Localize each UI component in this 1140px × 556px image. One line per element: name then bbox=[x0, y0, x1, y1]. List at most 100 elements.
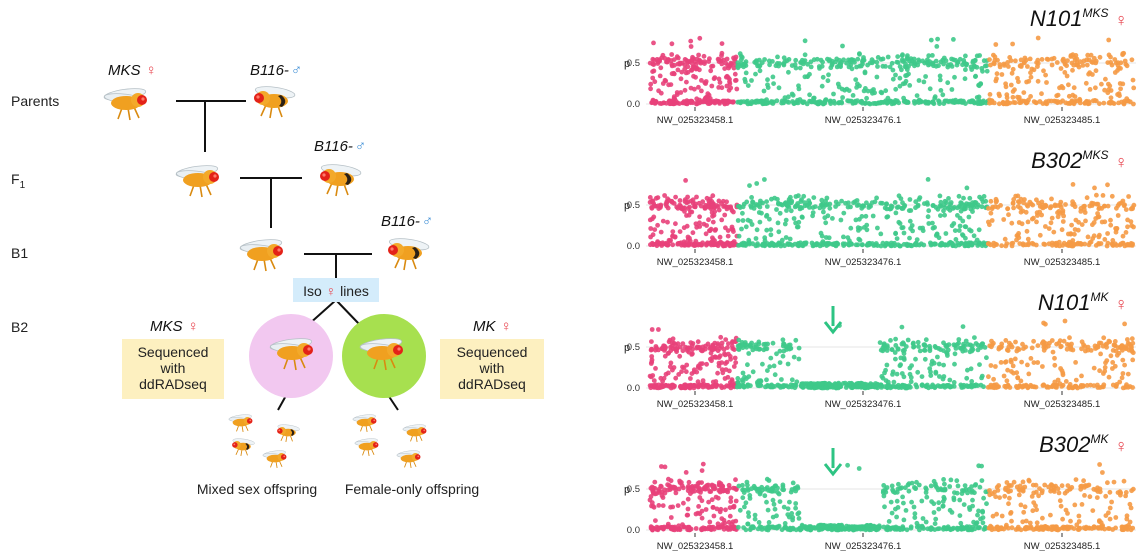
scatter-point bbox=[728, 85, 734, 91]
scatter-point bbox=[781, 341, 787, 347]
scatter-point bbox=[924, 494, 930, 500]
scatter-point bbox=[729, 99, 735, 105]
scatter-point bbox=[1031, 338, 1036, 344]
scatter-point bbox=[1028, 356, 1034, 361]
scatter-point bbox=[689, 209, 695, 215]
scatter-point bbox=[771, 363, 777, 369]
scatter-point bbox=[1089, 59, 1095, 65]
scatter-point bbox=[957, 497, 963, 503]
scatter-point bbox=[822, 99, 828, 104]
scatter-point bbox=[1020, 479, 1026, 485]
scatter-point bbox=[1028, 70, 1033, 76]
scatter-point bbox=[1075, 385, 1080, 391]
scatter-point bbox=[751, 206, 757, 211]
scatter-point bbox=[772, 506, 778, 512]
scatter-point bbox=[1031, 67, 1037, 73]
scatter-point bbox=[912, 515, 918, 520]
scatter-point bbox=[793, 505, 798, 511]
mks-seq-line-2: with bbox=[160, 360, 186, 376]
scatter-point bbox=[852, 59, 857, 65]
scatter-point bbox=[954, 478, 960, 484]
scatter-point bbox=[1003, 243, 1009, 249]
scatter-point bbox=[728, 495, 734, 501]
scatter-point bbox=[681, 365, 687, 371]
scatter-point bbox=[760, 241, 766, 247]
scatter-point bbox=[1122, 362, 1127, 368]
scatter-point bbox=[718, 334, 724, 340]
scatter-point bbox=[1083, 80, 1089, 86]
scatter-point bbox=[1003, 81, 1008, 87]
scatter-point bbox=[836, 100, 842, 106]
scatter-point bbox=[801, 193, 807, 199]
scatter-point bbox=[706, 217, 711, 223]
scatter-point bbox=[776, 201, 781, 207]
scatter-point bbox=[955, 59, 961, 65]
scatter-point bbox=[1063, 507, 1069, 513]
scatter-point bbox=[1061, 56, 1066, 62]
scatter-point bbox=[905, 99, 910, 105]
scatter-point bbox=[889, 101, 895, 107]
scatter-point bbox=[736, 483, 742, 489]
scatter-point bbox=[781, 61, 786, 67]
scatter-point bbox=[1046, 226, 1052, 232]
scatter-point bbox=[726, 65, 731, 71]
scatter-point bbox=[652, 79, 658, 85]
scatter-point bbox=[685, 496, 691, 502]
scatter-point bbox=[799, 382, 804, 388]
scatter-point bbox=[670, 229, 676, 235]
plot-panel-1: p0.50.0NW_025323458.1 NW_025323476.1 NW_02… bbox=[624, 6, 1137, 126]
scatter-point bbox=[923, 485, 929, 491]
scatter-point bbox=[656, 88, 661, 94]
scatter-point bbox=[1087, 203, 1093, 209]
scatter-point bbox=[764, 227, 770, 233]
scatter-point bbox=[672, 234, 678, 240]
scatter-point bbox=[781, 504, 787, 510]
scatter-point bbox=[840, 526, 846, 531]
scatter-point bbox=[675, 503, 681, 508]
scatter-point bbox=[678, 203, 684, 209]
scatter-point bbox=[708, 356, 713, 362]
scatter-point bbox=[1012, 356, 1018, 362]
scatter-point bbox=[705, 101, 711, 106]
scatter-point bbox=[1121, 203, 1127, 209]
scatter-point bbox=[995, 204, 1001, 210]
scatter-point bbox=[723, 361, 728, 366]
scatter-point bbox=[972, 526, 978, 532]
scatter-point bbox=[1087, 240, 1093, 246]
scatter-point bbox=[784, 99, 790, 104]
y-tick-label: 0.0 bbox=[627, 99, 640, 110]
scatter-point bbox=[802, 38, 808, 44]
scatter-point bbox=[735, 203, 741, 209]
scatter-point bbox=[914, 524, 920, 530]
scatter-point bbox=[1021, 509, 1027, 515]
scatter-point bbox=[1018, 196, 1024, 202]
y-axis-label: p bbox=[624, 200, 630, 212]
scatter-point bbox=[923, 519, 929, 525]
scatter-point bbox=[1011, 205, 1016, 211]
scatter-point bbox=[762, 525, 768, 531]
scatter-point bbox=[923, 490, 929, 495]
scatter-point bbox=[722, 376, 728, 381]
scatter-point bbox=[1125, 242, 1131, 248]
fly-b116-male bbox=[253, 83, 297, 119]
scatter-point bbox=[1039, 490, 1045, 496]
scatter-point bbox=[1118, 86, 1123, 92]
scatter-point bbox=[736, 524, 741, 530]
scatter-point bbox=[1119, 343, 1125, 348]
scatter-point bbox=[962, 525, 968, 531]
scatter-point bbox=[667, 487, 673, 492]
scatter-point bbox=[920, 58, 926, 64]
scatter-point bbox=[911, 340, 916, 346]
scatter-point bbox=[1009, 344, 1015, 350]
scatter-point bbox=[668, 478, 674, 484]
scatter-point bbox=[666, 383, 671, 388]
mks-seq-line-3: ddRADseq bbox=[139, 376, 207, 392]
mk-seq-line-3: ddRADseq bbox=[458, 376, 526, 392]
scatter-point bbox=[962, 76, 968, 82]
cross-lines bbox=[176, 100, 399, 411]
scatter-point bbox=[696, 52, 701, 58]
scatter-point bbox=[798, 60, 803, 65]
scatter-point bbox=[1070, 182, 1076, 187]
scatter-point bbox=[894, 489, 900, 495]
